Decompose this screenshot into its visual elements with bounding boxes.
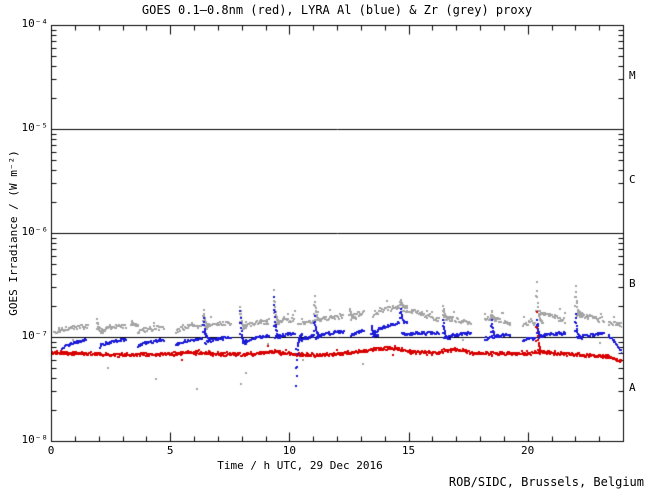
x-tick-label: 10 bbox=[282, 444, 296, 457]
flare-class-label: C bbox=[629, 173, 636, 186]
x-tick-label: 5 bbox=[166, 444, 174, 457]
y-tick-label: 10⁻⁴ bbox=[21, 17, 49, 30]
x-tick-label: 0 bbox=[47, 444, 55, 457]
y-tick-label: 10⁻⁷ bbox=[21, 329, 49, 342]
x-tick-label: 15 bbox=[401, 444, 416, 457]
y-tick-label: 10⁻⁶ bbox=[21, 225, 49, 238]
credit-text: ROB/SIDC, Brussels, Belgium bbox=[448, 475, 644, 489]
y-tick-label: 10⁻⁸ bbox=[21, 433, 49, 446]
flare-class-label: A bbox=[629, 381, 636, 394]
chart-title: GOES 0.1–0.8nm (red), LYRA Al (blue) & Z… bbox=[141, 3, 533, 17]
x-tick-label: 20 bbox=[521, 444, 535, 457]
x-axis-label: Time / h UTC, 29 Dec 2016 bbox=[217, 459, 383, 472]
flare-class-label: B bbox=[629, 277, 636, 290]
flare-class-label: M bbox=[629, 69, 636, 82]
y-tick-label: 10⁻⁵ bbox=[21, 121, 49, 134]
